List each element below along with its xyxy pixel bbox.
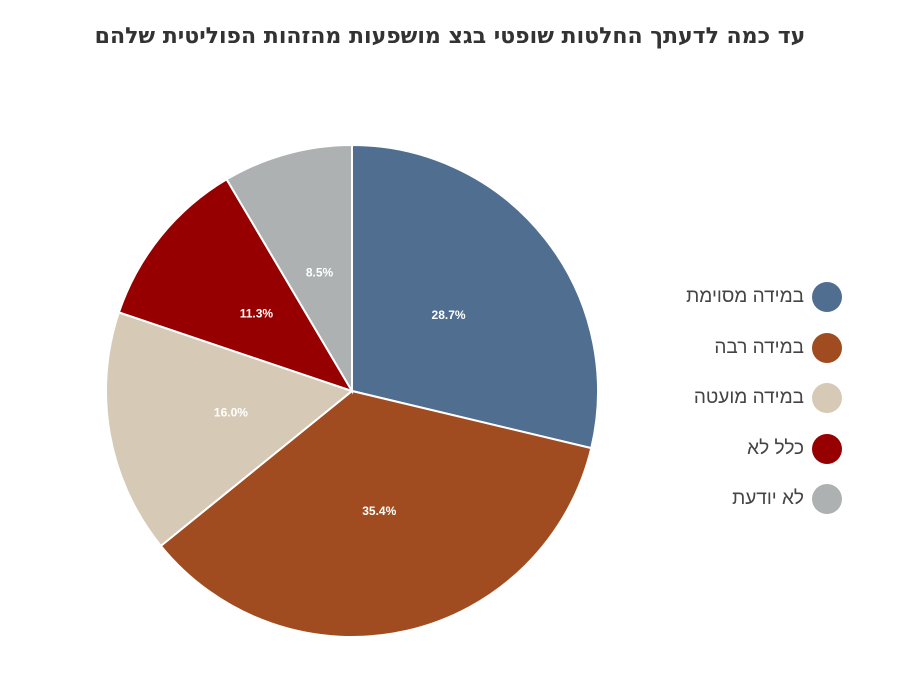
legend-label: במידה מסוימת — [686, 286, 804, 308]
legend-item[interactable]: במידה רבה — [686, 323, 842, 374]
legend-label: לא יודעת — [732, 488, 804, 510]
pie-slice[interactable] — [159, 389, 593, 638]
legend: במידה מסוימת במידה רבה במידה מועטה כלל ל… — [686, 272, 842, 525]
slice-label: 28.7% — [432, 308, 466, 322]
slice-label: 35.4% — [362, 504, 396, 518]
slice-label: 16.0% — [214, 406, 248, 420]
pie-slice[interactable] — [117, 177, 355, 393]
legend-label: במידה מועטה — [693, 387, 804, 409]
legend-swatch — [812, 282, 842, 313]
legend-item[interactable]: במידה מסוימת — [686, 272, 842, 323]
legend-swatch — [812, 433, 842, 464]
legend-label: כלל לא — [747, 437, 804, 459]
legend-label: במידה רבה — [714, 336, 804, 358]
legend-item[interactable]: במידה מועטה — [686, 373, 842, 424]
slice-label: 11.3% — [240, 307, 274, 321]
legend-swatch — [812, 484, 842, 515]
pie-slice[interactable] — [351, 143, 599, 450]
legend-swatch — [812, 332, 842, 363]
pie-slice[interactable] — [225, 143, 353, 395]
legend-item[interactable]: כלל לא — [686, 424, 842, 475]
chart-title: עד כמה לדעתך החלטות שופטי בגצ מושפעות מה… — [94, 24, 806, 49]
slice-label: 8.5% — [306, 265, 334, 279]
legend-item[interactable]: לא יודעת — [686, 474, 842, 525]
legend-swatch — [812, 383, 842, 414]
